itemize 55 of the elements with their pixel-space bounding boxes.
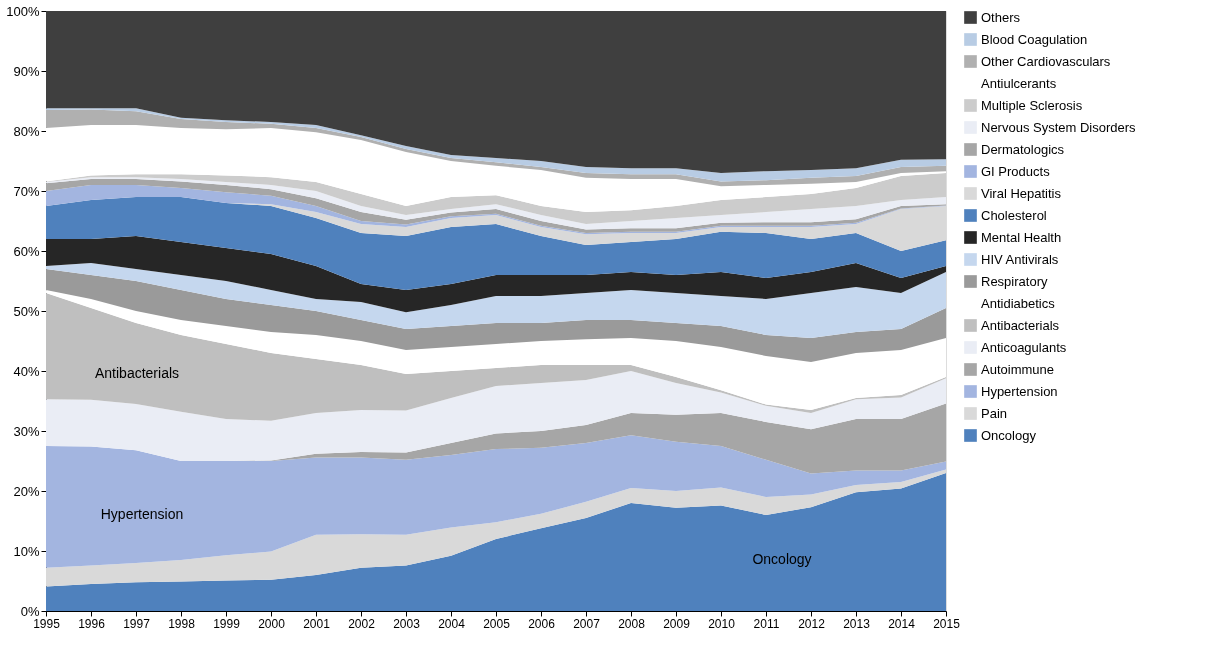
x-tick-label: 2010 [708, 616, 736, 631]
x-tick-label: 2008 [618, 616, 646, 631]
legend-label: HIV Antivirals [981, 251, 1059, 267]
x-tick-label: 2013 [843, 616, 871, 631]
x-tick-label: 1997 [123, 616, 151, 631]
x-tick-label: 1996 [78, 616, 106, 631]
legend-label: Respiratory [981, 273, 1048, 289]
legend-label: Oncology [981, 427, 1037, 443]
legend-label: Other Cardiovasculars [981, 53, 1111, 69]
x-tick-label: 1998 [168, 616, 196, 631]
annotation: Oncology [752, 551, 812, 567]
legend-label: Others [981, 9, 1021, 25]
legend-label: Cholesterol [981, 207, 1047, 223]
annotation: Antibacterials [94, 365, 180, 381]
y-tick-label: 70% [13, 183, 40, 199]
legend-label: Nervous System Disorders [981, 119, 1137, 135]
legend-label: Blood Coagulation [981, 31, 1088, 47]
x-tick-label: 2000 [258, 616, 286, 631]
legend-label: Viral Hepatitis [981, 185, 1062, 201]
x-tick-label: 2012 [798, 616, 826, 631]
text: Antidiabetics [981, 295, 1056, 311]
y-tick-label: 60% [13, 243, 40, 259]
legend-label: Mental Health [981, 229, 1062, 245]
x-tick-label: 2002 [348, 616, 376, 631]
x-tick-label: 2003 [393, 616, 421, 631]
x-tick-label: 2005 [483, 616, 511, 631]
legend-label: Pain [981, 405, 1008, 421]
y-tick-label: 50% [13, 303, 40, 319]
y-tick-label: 10% [13, 543, 40, 559]
y-tick-label: 80% [13, 123, 40, 139]
x-tick-label: 2006 [528, 616, 556, 631]
legend-label: Antibacterials [981, 317, 1060, 333]
y-tick-label: 20% [13, 483, 40, 499]
y-tick-label: 40% [13, 363, 40, 379]
x-tick-label: 2001 [303, 616, 331, 631]
x-tick-label: 1995 [33, 616, 61, 631]
y-tick-label: 30% [13, 423, 40, 439]
y-tick-label: 0% [20, 603, 40, 619]
x-tick-label: 2015 [933, 616, 961, 631]
x-tick-label: 2011 [753, 616, 780, 631]
legend-label: Anticoagulants [981, 339, 1067, 355]
x-tick-label: 2004 [438, 616, 466, 631]
legend-label: Hypertension [981, 383, 1058, 399]
x-tick-label: 2009 [663, 616, 691, 631]
y-tick-label: 100% [6, 3, 40, 19]
x-tick-label: 1999 [213, 616, 241, 631]
legend-label: GI Products [981, 163, 1051, 179]
legend-label: Dermatologics [981, 141, 1065, 157]
x-tick-label: 2014 [888, 616, 916, 631]
text: Antiulcerants [981, 75, 1057, 91]
legend-label: Multiple Sclerosis [981, 97, 1083, 113]
annotation: Hypertension [100, 506, 184, 522]
y-tick-label: 90% [13, 63, 40, 79]
legend-label: Autoimmune [981, 361, 1054, 377]
x-tick-label: 2007 [573, 616, 601, 631]
